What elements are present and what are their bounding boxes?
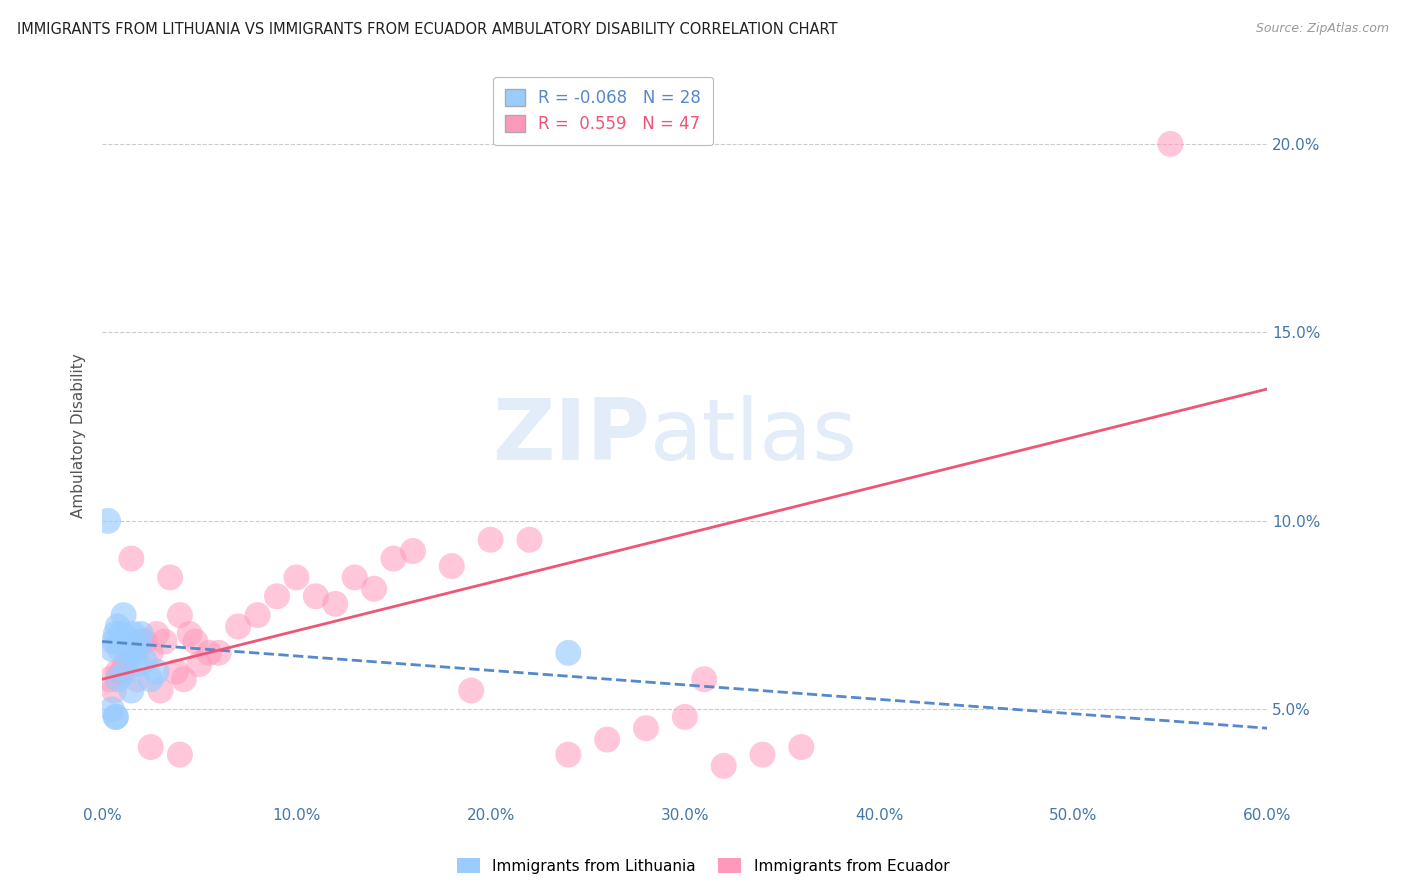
Point xyxy=(285,570,308,584)
Point xyxy=(169,608,191,623)
Point xyxy=(557,646,579,660)
Point xyxy=(107,619,129,633)
Point xyxy=(208,646,231,660)
Point xyxy=(188,657,211,672)
Point xyxy=(184,634,207,648)
Point xyxy=(149,683,172,698)
Point xyxy=(596,732,619,747)
Point xyxy=(169,747,191,762)
Point xyxy=(104,710,127,724)
Point xyxy=(98,672,121,686)
Point xyxy=(114,657,136,672)
Point xyxy=(479,533,502,547)
Point xyxy=(127,672,149,686)
Point xyxy=(111,627,134,641)
Point xyxy=(145,627,167,641)
Legend: Immigrants from Lithuania, Immigrants from Ecuador: Immigrants from Lithuania, Immigrants fr… xyxy=(451,852,955,880)
Point xyxy=(173,672,195,686)
Point xyxy=(108,642,131,657)
Point xyxy=(107,672,129,686)
Text: IMMIGRANTS FROM LITHUANIA VS IMMIGRANTS FROM ECUADOR AMBULATORY DISABILITY CORRE: IMMIGRANTS FROM LITHUANIA VS IMMIGRANTS … xyxy=(17,22,838,37)
Point xyxy=(97,514,120,528)
Point xyxy=(751,747,773,762)
Point xyxy=(127,657,149,672)
Point xyxy=(120,551,142,566)
Point xyxy=(101,642,124,657)
Point xyxy=(104,627,127,641)
Point xyxy=(117,638,139,652)
Point xyxy=(323,597,346,611)
Point xyxy=(124,646,146,660)
Point xyxy=(118,646,141,660)
Point xyxy=(266,589,288,603)
Point xyxy=(343,570,366,584)
Point xyxy=(134,653,156,667)
Point xyxy=(112,608,135,623)
Point xyxy=(153,634,176,648)
Point xyxy=(226,619,249,633)
Point xyxy=(103,634,125,648)
Point xyxy=(120,634,142,648)
Text: Source: ZipAtlas.com: Source: ZipAtlas.com xyxy=(1256,22,1389,36)
Text: atlas: atlas xyxy=(650,394,858,477)
Point xyxy=(122,627,145,641)
Point xyxy=(305,589,328,603)
Point xyxy=(114,631,136,645)
Point xyxy=(790,740,813,755)
Point xyxy=(139,646,162,660)
Text: ZIP: ZIP xyxy=(492,394,650,477)
Point xyxy=(111,634,134,648)
Point xyxy=(134,634,156,648)
Point xyxy=(129,627,152,641)
Point xyxy=(693,672,716,686)
Point xyxy=(128,634,150,648)
Point xyxy=(101,702,124,716)
Point xyxy=(246,608,269,623)
Legend: R = -0.068   N = 28, R =  0.559   N = 47: R = -0.068 N = 28, R = 0.559 N = 47 xyxy=(494,77,713,145)
Point xyxy=(713,759,735,773)
Point xyxy=(107,665,129,679)
Point xyxy=(460,683,482,698)
Point xyxy=(634,721,657,735)
Point xyxy=(129,634,152,648)
Point xyxy=(440,559,463,574)
Point xyxy=(145,665,167,679)
Point xyxy=(363,582,385,596)
Point xyxy=(198,646,221,660)
Point xyxy=(382,551,405,566)
Point xyxy=(104,710,127,724)
Point xyxy=(165,665,187,679)
Point xyxy=(159,570,181,584)
Point xyxy=(139,672,162,686)
Y-axis label: Ambulatory Disability: Ambulatory Disability xyxy=(72,354,86,518)
Point xyxy=(114,665,136,679)
Point xyxy=(1159,136,1181,151)
Point xyxy=(179,627,201,641)
Point xyxy=(139,740,162,755)
Point xyxy=(120,683,142,698)
Point xyxy=(111,665,134,679)
Point xyxy=(103,683,125,698)
Point xyxy=(402,544,425,558)
Point xyxy=(519,533,541,547)
Point xyxy=(673,710,696,724)
Point xyxy=(557,747,579,762)
